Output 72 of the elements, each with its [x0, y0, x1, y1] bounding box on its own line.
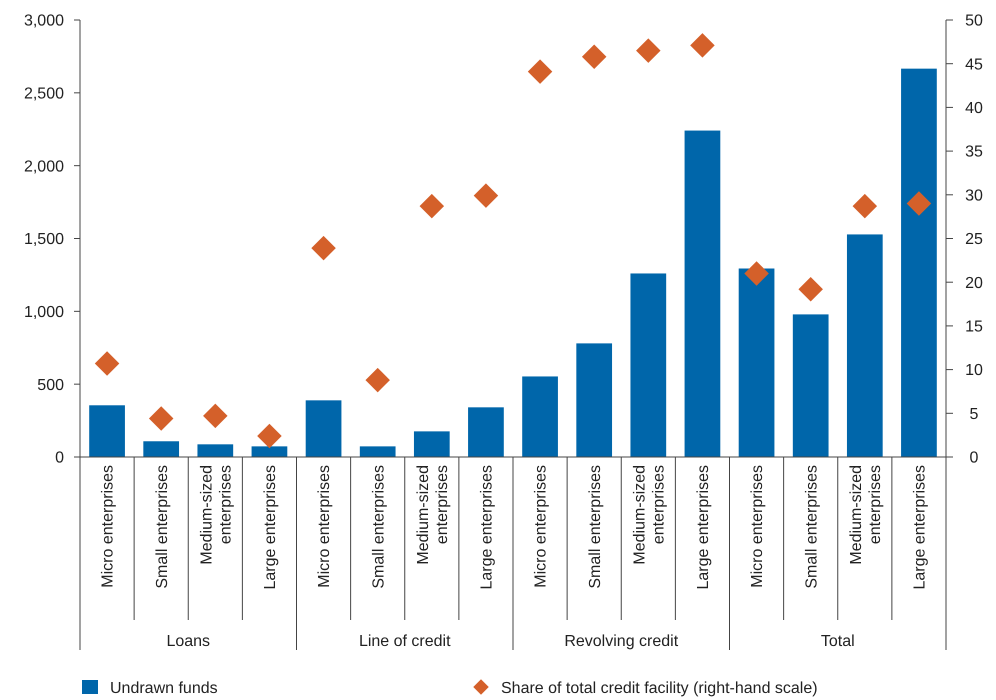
- bar: [89, 405, 125, 457]
- y-tick-label: 1,500: [24, 231, 64, 248]
- bar: [143, 441, 180, 457]
- text: Line of credit: [358, 633, 452, 650]
- y2-tick-label: 30: [965, 187, 983, 204]
- y2-tick-label: 25: [965, 231, 983, 248]
- y2-tick-label: 35: [965, 144, 983, 161]
- legend-label: Undrawn funds: [110, 680, 218, 697]
- x-tick-label: Medium-sized enterprises: [631, 465, 668, 565]
- point: [582, 44, 606, 69]
- text: Loans: [166, 633, 210, 650]
- x-tick-label: Small enterprises: [154, 465, 171, 589]
- text: Total: [820, 633, 855, 650]
- point: [528, 59, 552, 84]
- y2-tick-label: 15: [965, 318, 983, 336]
- y-tick-label: 2,000: [24, 158, 64, 176]
- x-tick-label: Micro enterprises: [316, 465, 334, 588]
- x-tick-label: Small enterprises: [803, 465, 820, 589]
- point: [420, 194, 444, 218]
- bar: [468, 407, 504, 457]
- y2-tick-label: 45: [965, 56, 983, 74]
- bar: [738, 268, 774, 457]
- x-tick-label: Large enterprises: [262, 465, 280, 590]
- x-tick-label: Large enterprises: [478, 465, 496, 590]
- point: [690, 33, 715, 58]
- x-tick-label: Medium-sized enterprises: [414, 465, 451, 565]
- x-tick-label: Micro enterprises: [749, 465, 766, 588]
- point: [852, 194, 878, 218]
- text: Revolving credit: [564, 633, 679, 650]
- y-tick-label: 0: [55, 450, 64, 467]
- bar: [846, 234, 883, 457]
- x-tick-label: Large enterprises: [695, 465, 712, 590]
- y2-tick-label: 50: [965, 12, 983, 30]
- point: [906, 191, 932, 216]
- y2-tick-label: 10: [965, 362, 983, 380]
- bar: [792, 314, 829, 457]
- bar: [576, 343, 612, 457]
- y-tick-label: 3,000: [24, 12, 64, 30]
- bar: [414, 431, 450, 457]
- bar: [252, 446, 288, 457]
- y-tick-label: 500: [37, 376, 64, 394]
- x-tick-label: Small enterprises: [586, 465, 604, 589]
- x-tick-label: Small enterprises: [370, 465, 388, 589]
- point: [148, 406, 174, 431]
- bar: [306, 400, 342, 457]
- bar: [197, 444, 234, 457]
- point: [94, 351, 120, 376]
- x-tick-label: Medium-sized enterprises: [848, 465, 884, 565]
- x-tick-label: Large enterprises: [912, 465, 929, 590]
- point: [474, 183, 498, 208]
- bar: [684, 130, 720, 457]
- point: [257, 424, 282, 448]
- point: [203, 404, 228, 428]
- point: [744, 261, 769, 286]
- bar: [522, 376, 558, 457]
- point: [365, 368, 390, 392]
- y2-tick-label: 40: [965, 100, 983, 117]
- point: [311, 236, 336, 260]
- point: [636, 38, 661, 63]
- y-tick-label: 1,000: [24, 304, 64, 321]
- point: [798, 276, 823, 302]
- y-tick-label: 2,500: [24, 85, 64, 102]
- bar: [360, 446, 396, 457]
- x-tick-label: Micro enterprises: [100, 465, 117, 588]
- bar: [901, 68, 937, 457]
- bar: [630, 273, 666, 457]
- y2-tick-label: 0: [970, 450, 979, 467]
- x-tick-label: Micro enterprises: [532, 465, 550, 588]
- y2-tick-label: 5: [970, 406, 979, 423]
- x-tick-label: Medium-sized enterprises: [198, 465, 234, 565]
- y2-tick-label: 20: [965, 274, 983, 292]
- legend-label: Share of total credit facility (right-hand scale): [501, 680, 818, 697]
